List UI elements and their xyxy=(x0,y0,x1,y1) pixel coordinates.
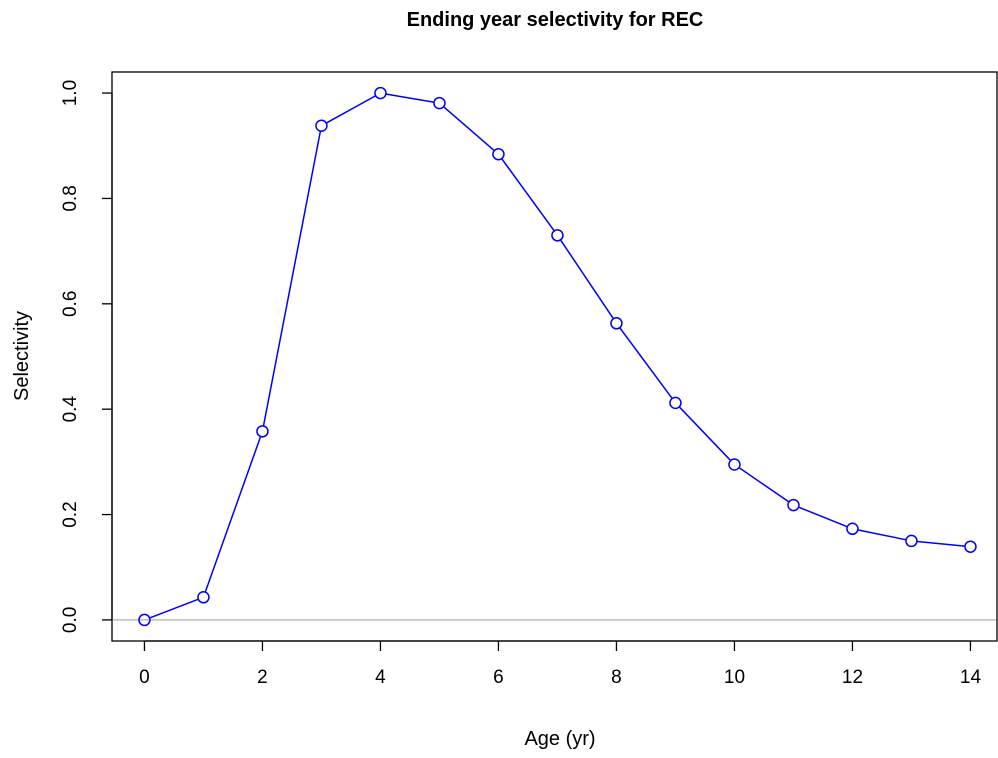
series-line-segment xyxy=(326,95,376,124)
series-line-segment xyxy=(679,406,731,461)
plot-frame xyxy=(111,71,998,642)
x-tick-label: 12 xyxy=(842,667,863,688)
y-tick-label: 0.8 xyxy=(60,185,81,211)
x-tick-label: 2 xyxy=(257,667,268,688)
data-point xyxy=(138,613,151,627)
series-line-segment xyxy=(443,106,495,151)
data-point xyxy=(610,317,623,330)
series-line-segment xyxy=(858,529,906,541)
x-tick-label: 8 xyxy=(611,667,622,688)
data-point xyxy=(433,96,446,110)
data-point xyxy=(905,534,918,548)
series-line-segment xyxy=(149,598,199,619)
series-line-segment xyxy=(560,239,614,319)
x-axis-label: Age (yr) xyxy=(524,728,595,750)
data-point xyxy=(197,591,210,604)
data-point xyxy=(315,119,328,132)
series-line-segment xyxy=(798,506,848,528)
y-tick-label: 0.2 xyxy=(60,501,81,527)
y-tick-label: 1.0 xyxy=(60,80,81,106)
chart-title: Ending year selectivity for REC xyxy=(407,9,704,31)
y-tick-label: 0.4 xyxy=(60,396,81,423)
data-point xyxy=(787,498,800,512)
y-axis: 0.0 0.2 0.4 0.6 0.8 1.0 xyxy=(60,80,113,633)
series-line-segment xyxy=(619,327,673,399)
y-tick-label: 0.0 xyxy=(60,607,81,633)
series-line-segment xyxy=(262,131,322,426)
x-tick-label: 0 xyxy=(139,667,150,688)
data-point xyxy=(374,86,387,100)
data-point xyxy=(492,147,505,161)
x-tick-label: 4 xyxy=(375,667,386,688)
y-axis-label: Selectivity xyxy=(11,311,33,401)
series-line-segment xyxy=(917,540,965,547)
series-line-segment xyxy=(204,436,262,592)
y-tick-label: 0.6 xyxy=(60,291,81,317)
series-line-segment xyxy=(386,93,434,103)
x-tick-label: 6 xyxy=(493,667,504,688)
series-line-segment xyxy=(738,467,789,503)
series-line-segment xyxy=(501,158,555,231)
data-point xyxy=(669,396,682,410)
data-point xyxy=(551,229,564,242)
data-point xyxy=(256,425,269,438)
data-point xyxy=(846,522,859,536)
x-axis: 0 2 4 6 8 10 12 14 xyxy=(139,640,982,688)
x-tick-label: 14 xyxy=(960,667,982,688)
x-tick-label: 10 xyxy=(724,667,745,688)
data-point xyxy=(728,458,741,471)
data-point xyxy=(964,540,977,553)
